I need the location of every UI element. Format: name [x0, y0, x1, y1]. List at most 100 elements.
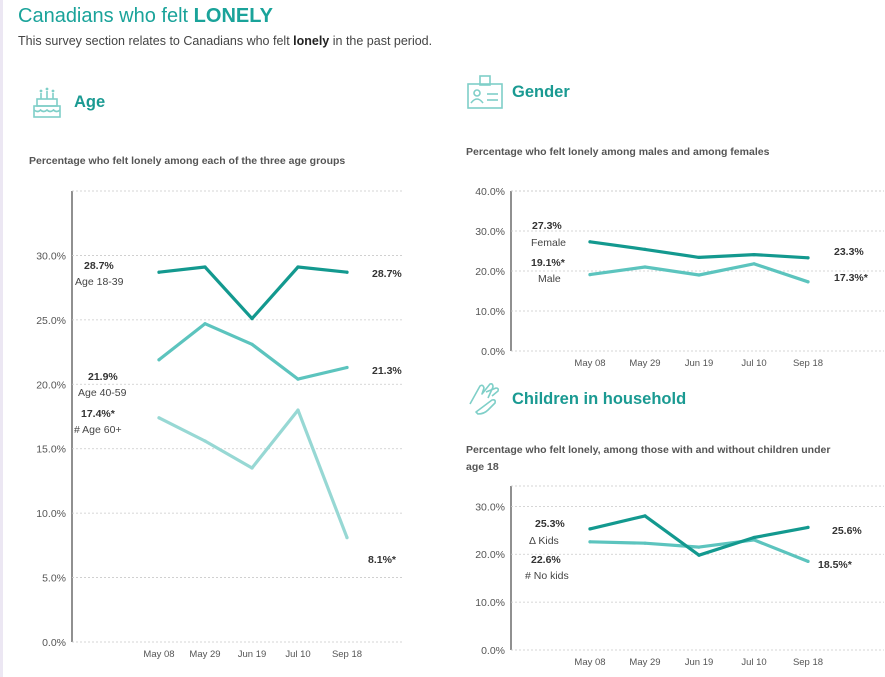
age-data-point: [345, 536, 349, 540]
gender-y-tick-label: 0.0%: [481, 346, 505, 358]
gender-data-point: [752, 262, 756, 266]
children-series-start-value: 25.3%: [535, 518, 565, 530]
age-x-tick-label: Jul 10: [285, 649, 310, 660]
age-series-name: Age 40-59: [78, 387, 127, 399]
children-series-end-value: 18.5%*: [818, 559, 853, 571]
gender-x-tick-label: Sep 18: [793, 358, 823, 369]
gender-x-tick-label: Jun 19: [685, 358, 714, 369]
children-x-tick-label: Sep 18: [793, 657, 823, 668]
age-data-point: [296, 265, 300, 269]
age-series-start-value: 21.9%: [88, 371, 118, 383]
gender-series-start-value: 19.1%*: [531, 257, 566, 269]
age-series-end-value: 21.3%: [372, 365, 402, 377]
age-y-tick-label: 15.0%: [36, 444, 66, 456]
children-data-point: [588, 527, 592, 531]
children-chart-subtitle-line-2: age 18: [466, 461, 499, 473]
hands-icon: [469, 383, 500, 415]
gender-series-end-value: 17.3%*: [834, 272, 869, 284]
children-x-tick-label: May 29: [629, 657, 660, 668]
age-y-tick-label: 0.0%: [42, 637, 66, 649]
children-y-tick-label: 30.0%: [475, 501, 505, 513]
gender-data-point: [697, 273, 701, 277]
children-chart-subtitle-line-1: Percentage who felt lonely, among those …: [466, 444, 831, 456]
age-y-tick-label: 5.0%: [42, 573, 66, 585]
children-series-end-value: 25.6%: [832, 525, 862, 537]
age-y-tick-label: 20.0%: [36, 379, 66, 391]
age-series-line-1: [157, 322, 349, 381]
age-data-point: [203, 265, 207, 269]
age-series-line-2: [157, 408, 349, 540]
children-data-point: [697, 545, 701, 549]
children-x-tick-label: Jul 10: [741, 657, 766, 668]
age-series-name: # Age 60+: [74, 424, 122, 436]
age-series-name: Age 18-39: [75, 276, 124, 288]
age-data-point: [203, 322, 207, 326]
children-series-line-0: [588, 538, 810, 564]
children-data-point: [697, 553, 701, 557]
children-x-tick-label: May 08: [574, 657, 605, 668]
gender-data-point: [806, 280, 810, 284]
gender-data-point: [697, 255, 701, 259]
children-data-point: [588, 540, 592, 544]
age-data-point: [345, 365, 349, 370]
age-data-point: [250, 466, 254, 470]
age-series-end-value: 28.7%: [372, 268, 402, 280]
gender-series-name: Male: [538, 273, 561, 285]
gender-data-point: [588, 240, 592, 244]
age-series-end-value: 8.1%*: [368, 554, 397, 566]
age-data-point: [157, 270, 161, 274]
age-y-tick-label: 25.0%: [36, 315, 66, 327]
age-data-point: [296, 377, 300, 381]
children-y-tick-label: 20.0%: [475, 549, 505, 561]
gender-heading: Gender: [512, 83, 570, 101]
gender-y-tick-label: 30.0%: [475, 226, 505, 238]
children-x-tick-label: Jun 19: [685, 657, 714, 668]
children-series-name: # No kids: [525, 570, 569, 582]
gender-series-line-1: [588, 262, 810, 284]
children-data-point: [643, 514, 647, 518]
gender-series-line-0: [588, 240, 810, 260]
gender-data-point: [643, 265, 647, 269]
age-x-tick-label: Jun 19: [238, 649, 267, 660]
gender-chart-subtitle: Percentage who felt lonely among males a…: [466, 146, 770, 158]
children-data-point: [806, 525, 810, 530]
page-subtitle: This survey section relates to Canadians…: [18, 34, 433, 48]
gender-series-start-value: 27.3%: [532, 220, 562, 232]
age-data-point: [345, 270, 349, 274]
children-data-point: [806, 559, 810, 564]
children-y-tick-label: 0.0%: [481, 645, 505, 657]
age-series-start-value: 17.4%*: [81, 408, 116, 420]
age-x-tick-label: May 08: [143, 649, 174, 660]
birthday-cake-icon: [33, 87, 61, 118]
age-x-tick-label: Sep 18: [332, 649, 362, 660]
age-data-point: [250, 342, 254, 346]
gender-y-tick-label: 20.0%: [475, 266, 505, 278]
age-y-tick-label: 30.0%: [36, 250, 66, 262]
children-data-point: [752, 535, 756, 540]
window-edge: [0, 0, 3, 677]
children-series-name: Δ Kids: [529, 535, 559, 547]
gender-series-end-value: 23.3%: [834, 246, 864, 258]
gender-x-tick-label: May 29: [629, 358, 660, 369]
id-card-icon: [467, 75, 503, 109]
age-x-tick-label: May 29: [189, 649, 220, 660]
age-series-start-value: 28.7%: [84, 260, 114, 272]
gender-x-tick-label: Jul 10: [741, 358, 766, 369]
age-data-point: [250, 317, 254, 321]
children-series-start-value: 22.6%: [531, 554, 561, 566]
age-heading: Age: [74, 93, 106, 111]
age-data-point: [157, 416, 161, 420]
gender-y-tick-label: 40.0%: [475, 186, 505, 198]
children-y-tick-label: 10.0%: [475, 597, 505, 609]
page-title: Canadians who felt LONELY: [18, 5, 273, 27]
age-series-line-0: [157, 265, 349, 321]
gender-data-point: [806, 256, 810, 260]
age-data-point: [157, 358, 161, 362]
age-chart-subtitle: Percentage who felt lonely among each of…: [29, 155, 346, 167]
children-data-point: [643, 541, 647, 545]
gender-data-point: [643, 247, 647, 251]
children-heading: Children in household: [512, 390, 687, 408]
gender-series-name: Female: [531, 237, 566, 249]
gender-x-tick-label: May 08: [574, 358, 605, 369]
